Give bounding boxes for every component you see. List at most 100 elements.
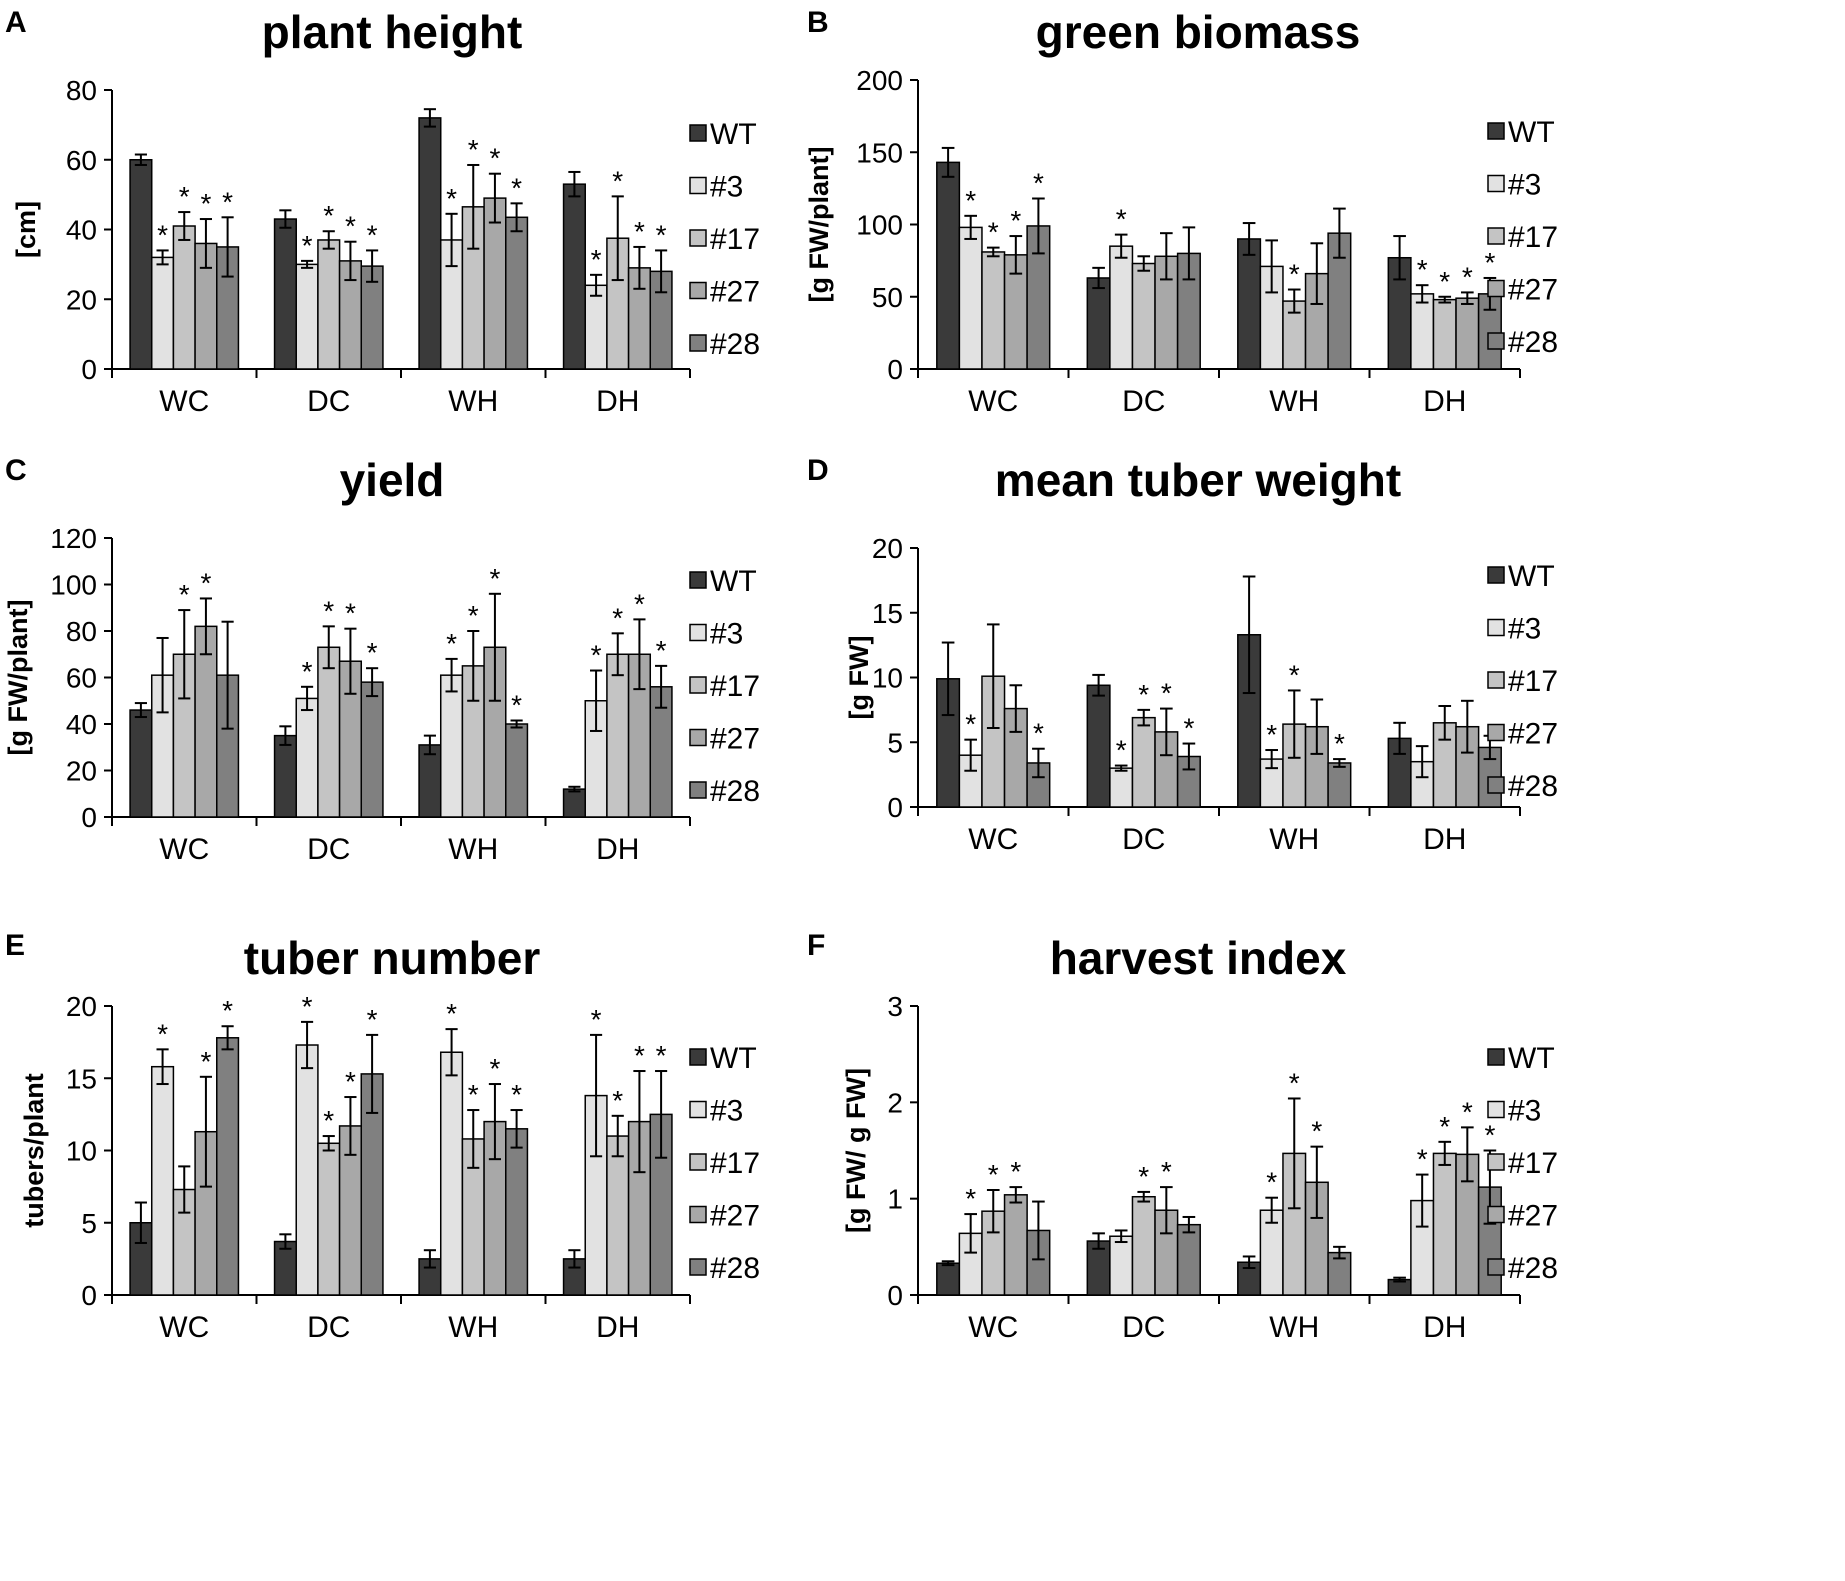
y-tick-label: 50	[872, 282, 903, 313]
y-axis-label: [g FW]	[844, 636, 874, 720]
legend-label: #17	[1508, 221, 1558, 254]
significance-star: *	[489, 143, 500, 174]
significance-star: *	[1417, 1144, 1428, 1175]
significance-star: *	[591, 244, 602, 275]
y-tick-label: 10	[66, 1136, 97, 1167]
y-tick-label: 60	[66, 145, 97, 176]
significance-star: *	[1439, 1111, 1450, 1142]
legend-swatch	[689, 571, 707, 589]
significance-star: *	[157, 219, 168, 250]
significance-star: *	[965, 1183, 976, 1214]
significance-star: *	[489, 1053, 500, 1084]
bar-A-DC-#3	[295, 263, 319, 370]
category-label: DH	[1423, 1311, 1466, 1344]
y-tick-label: 0	[887, 354, 903, 385]
significance-star: *	[489, 563, 500, 594]
y-tick-label: 20	[66, 991, 97, 1022]
chart-title: yield	[340, 454, 445, 506]
significance-star: *	[446, 998, 457, 1029]
legend-label: #27	[1508, 718, 1558, 751]
significance-star: *	[988, 1159, 999, 1190]
significance-star: *	[1116, 735, 1127, 766]
category-label: WH	[1269, 1311, 1319, 1344]
bar-A-WH-#27	[483, 197, 507, 370]
bar-A-DC-#17	[317, 239, 341, 370]
category-label: WH	[448, 833, 498, 866]
y-tick-label: 0	[887, 1280, 903, 1311]
legend-label: WT	[710, 1042, 757, 1075]
significance-star: *	[634, 588, 645, 619]
legend-label: #17	[710, 670, 760, 703]
significance-star: *	[179, 579, 190, 610]
bar-B-DC-#3	[1109, 245, 1134, 370]
chart-title: tuber number	[244, 932, 541, 984]
significance-star: *	[1334, 728, 1345, 759]
bar-C-WC-WT	[129, 709, 153, 818]
panel-letter: A	[5, 6, 27, 39]
category-label: WC	[968, 1311, 1018, 1344]
significance-star: *	[1289, 259, 1300, 290]
significance-star: *	[468, 134, 479, 165]
category-label: DC	[307, 833, 350, 866]
bar-D-DC-WT	[1086, 684, 1111, 808]
significance-star: *	[1484, 1120, 1495, 1151]
category-label: WH	[1269, 823, 1319, 856]
legend-label: #17	[710, 223, 760, 256]
bar-A-WC-WT	[129, 159, 153, 370]
y-tick-label: 2	[887, 1087, 903, 1118]
significance-star: *	[612, 1085, 623, 1116]
legend-swatch	[689, 281, 707, 300]
significance-star: *	[468, 1079, 479, 1110]
legend-label: #3	[1508, 169, 1541, 202]
legend-label: #27	[710, 1200, 760, 1233]
bar-A-DH-WT	[562, 183, 586, 370]
legend-swatch	[1487, 776, 1505, 794]
bar-E-DH-#17	[606, 1135, 630, 1296]
legend-swatch	[1487, 1205, 1505, 1224]
bar-C-WH-WT	[418, 744, 442, 818]
significance-star: *	[345, 598, 356, 629]
legend-swatch	[1487, 174, 1505, 193]
bar-C-DC-#28	[360, 681, 384, 818]
y-tick-label: 0	[81, 802, 97, 833]
legend-swatch	[689, 1153, 707, 1171]
significance-star: *	[323, 595, 334, 626]
bar-C-DC-#3	[295, 697, 319, 818]
significance-star: *	[179, 181, 190, 212]
legend-swatch	[1487, 122, 1505, 140]
y-tick-label: 15	[66, 1063, 97, 1094]
significance-star: *	[1138, 679, 1149, 710]
chart-title: harvest index	[1050, 932, 1347, 984]
bar-D-WH-#28	[1327, 762, 1352, 808]
y-tick-label: 20	[872, 533, 903, 564]
bar-B-WC-#17	[981, 251, 1006, 370]
legend-swatch	[1487, 1153, 1505, 1171]
legend-swatch	[689, 1100, 707, 1119]
category-label: WC	[159, 833, 209, 866]
significance-star: *	[591, 1004, 602, 1035]
significance-star: *	[1417, 254, 1428, 285]
bar-C-DC-#17	[317, 646, 341, 818]
bar-E-DC-#3	[295, 1044, 319, 1296]
category-label: DH	[1423, 823, 1466, 856]
bar-B-DH-#3	[1410, 293, 1435, 370]
bar-C-WH-#28	[505, 723, 529, 818]
y-tick-label: 120	[50, 523, 97, 554]
significance-star: *	[302, 656, 313, 687]
significance-star: *	[965, 709, 976, 740]
significance-star: *	[1289, 659, 1300, 690]
bar-B-DC-WT	[1086, 277, 1111, 370]
significance-star: *	[200, 1046, 211, 1077]
bar-B-DC-#17	[1131, 262, 1156, 370]
legend-swatch	[689, 623, 707, 642]
significance-star: *	[612, 602, 623, 633]
significance-star: *	[1289, 1067, 1300, 1098]
significance-star: *	[1311, 1116, 1322, 1147]
significance-star: *	[656, 635, 667, 666]
category-label: WC	[968, 385, 1018, 418]
y-tick-label: 3	[887, 991, 903, 1022]
y-tick-label: 20	[66, 756, 97, 787]
significance-star: *	[591, 640, 602, 671]
panel-letter: D	[807, 454, 829, 487]
